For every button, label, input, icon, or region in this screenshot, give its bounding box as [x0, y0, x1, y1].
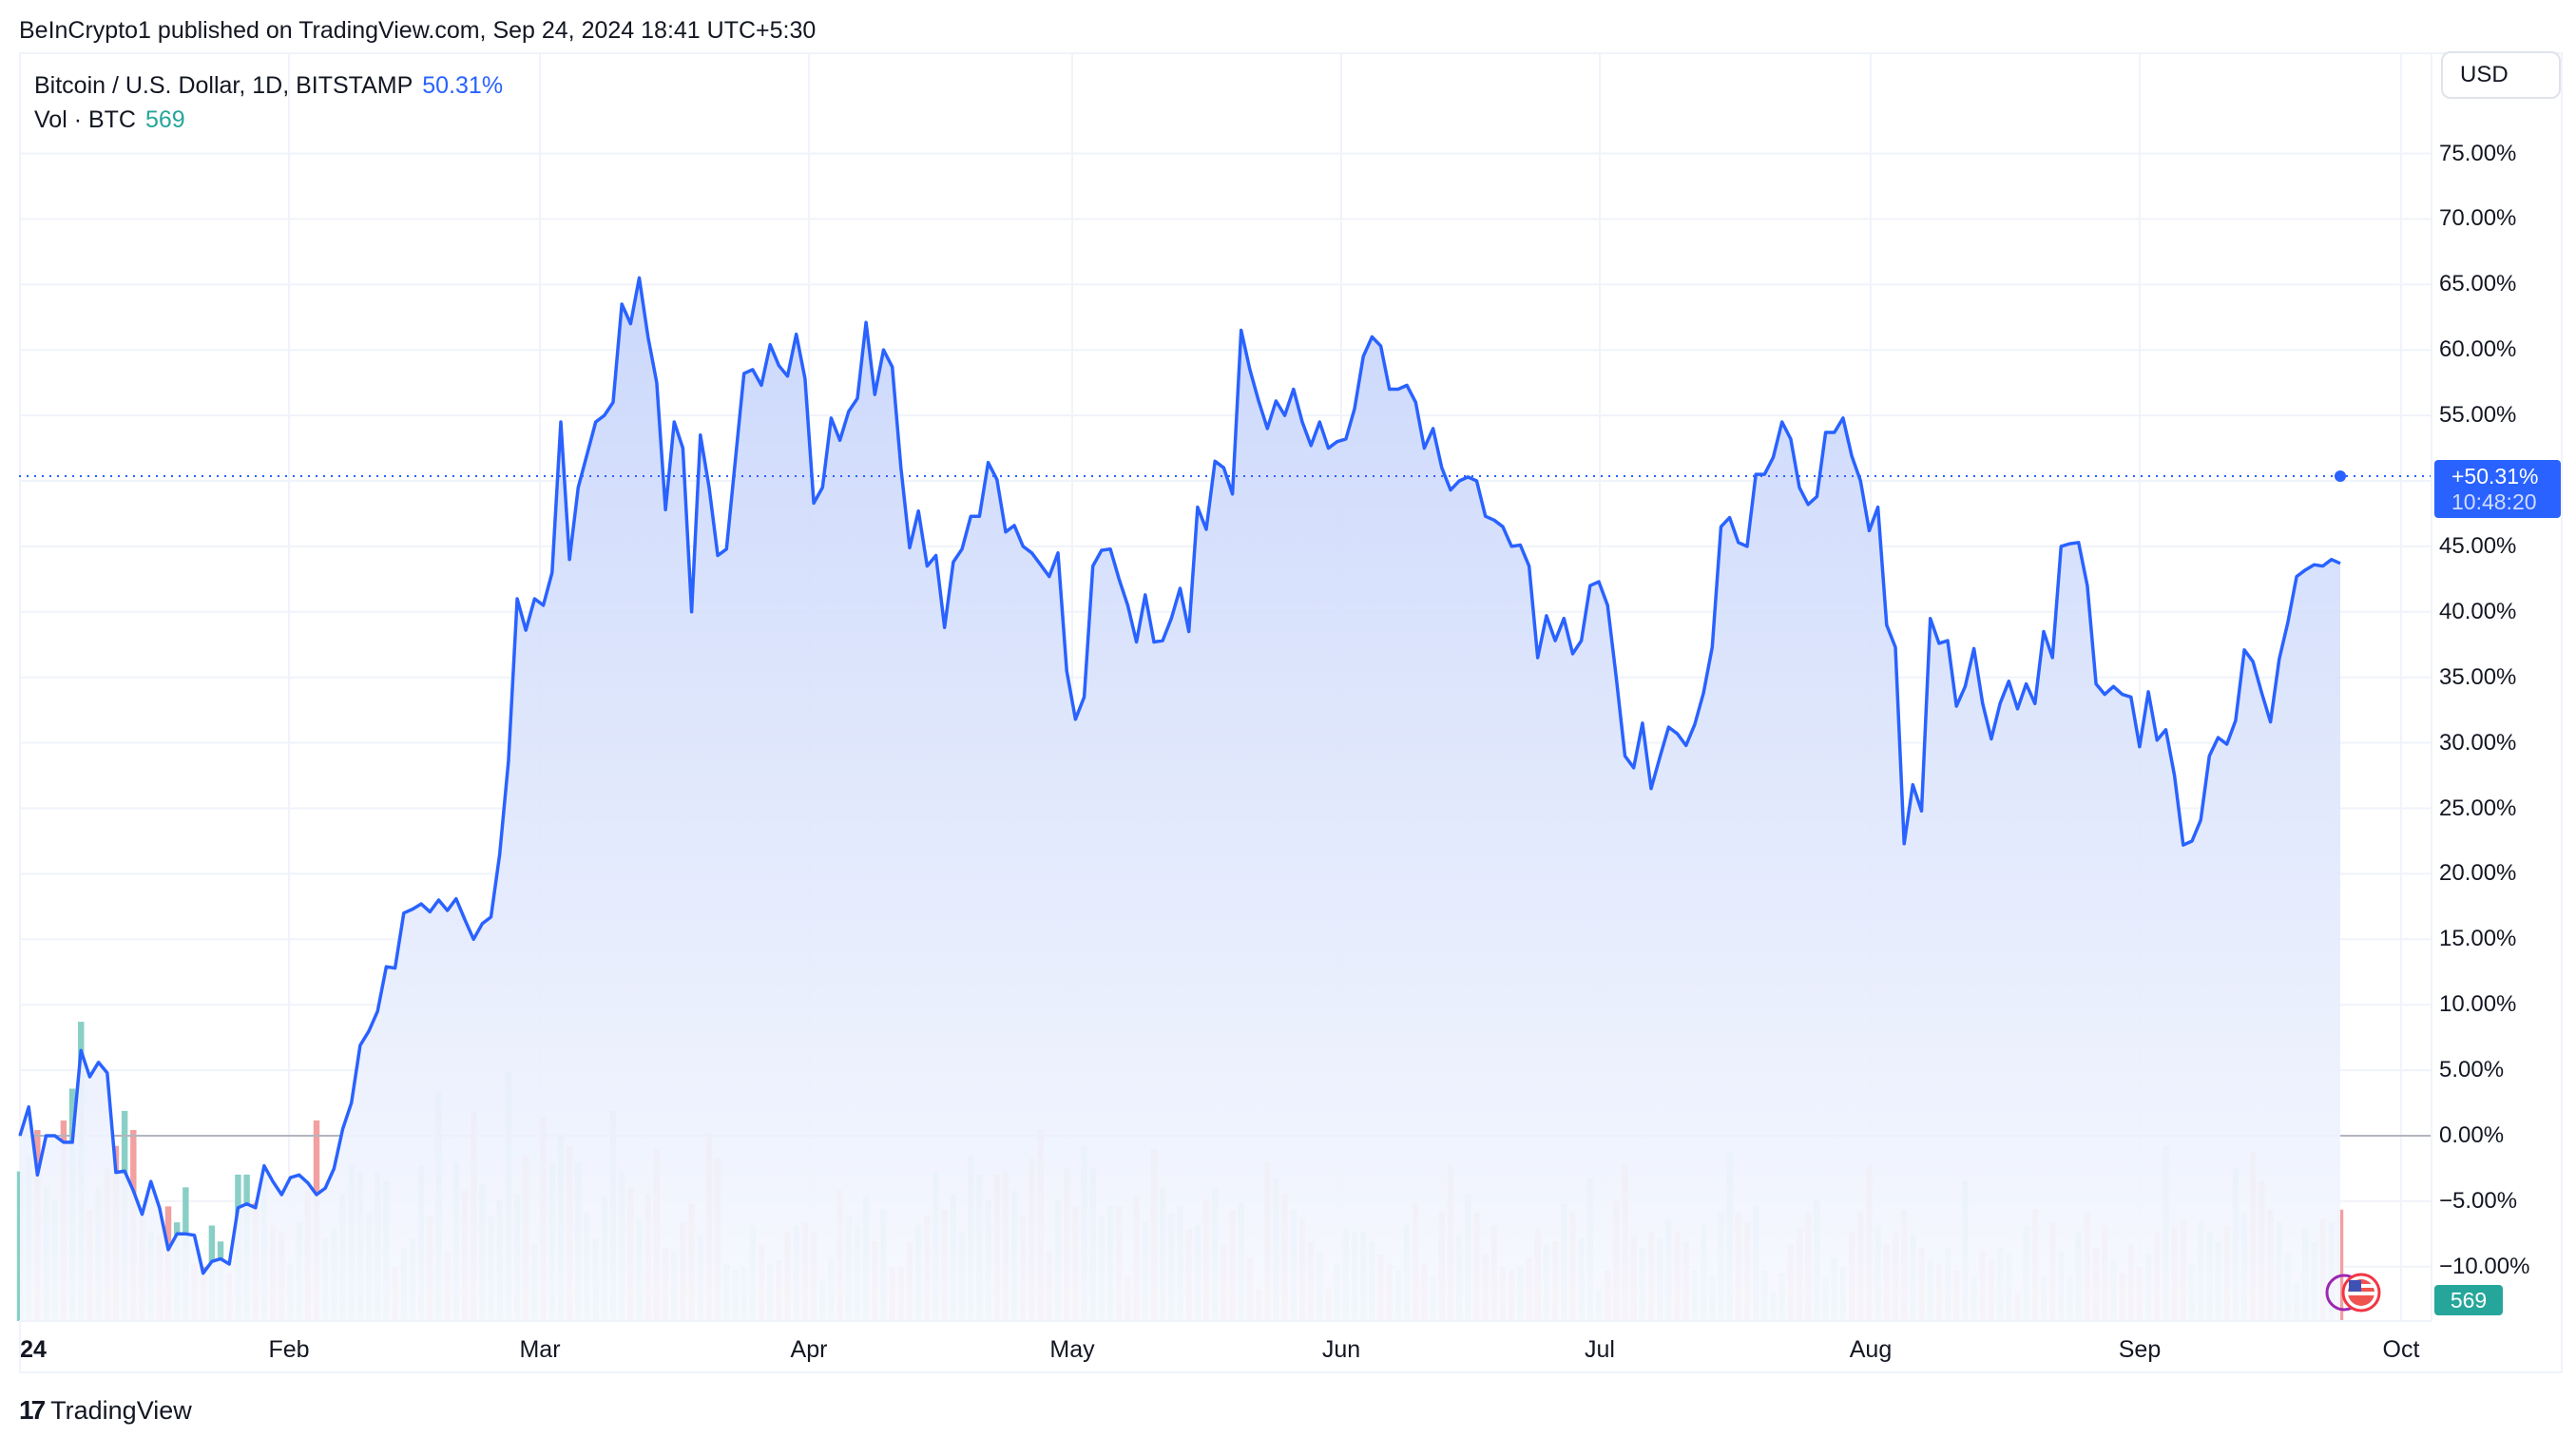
volume-legend-row[interactable]: Vol · BTC 569 [34, 103, 503, 137]
price-axis-label: 0.00% [2439, 1122, 2505, 1148]
price-axis-label: 30.00% [2439, 729, 2517, 756]
time-axis-label: May [1049, 1336, 1095, 1363]
economic-events-icons[interactable] [2323, 1271, 2390, 1314]
volume-title: Vol · BTC [34, 106, 136, 133]
chart-legend: Bitcoin / U.S. Dollar, 1D, BITSTAMP 50.31… [34, 68, 503, 137]
price-tag-value: +50.31% [2451, 464, 2539, 489]
time-axis-label: Jun [1321, 1336, 1361, 1363]
time-axis-label: Mar [519, 1336, 561, 1363]
price-axis-label: 10.00% [2439, 991, 2517, 1018]
time-axis-label: Sep [2118, 1336, 2162, 1363]
published-caption: BeInCrypto1 published on TradingView.com… [19, 17, 817, 44]
price-axis-label: 5.00% [2439, 1057, 2505, 1083]
chart-pane[interactable] [19, 52, 2563, 1373]
price-axis-label: 70.00% [2439, 205, 2517, 232]
price-axis-label: 60.00% [2439, 336, 2517, 363]
bar-countdown: 10:48:20 [2451, 489, 2537, 514]
price-axis-label: 55.00% [2439, 402, 2517, 429]
symbol-title: Bitcoin / U.S. Dollar, 1D, BITSTAMP [34, 72, 413, 99]
price-axis-label: 20.00% [2439, 860, 2517, 887]
symbol-value: 50.31% [422, 72, 504, 99]
price-axis-label: 65.00% [2439, 271, 2517, 297]
price-axis-label: 15.00% [2439, 926, 2517, 952]
time-axis-label: 24 [20, 1336, 47, 1363]
volume-tag: 569 [2434, 1285, 2503, 1315]
currency-button[interactable]: USD [2441, 51, 2561, 99]
symbol-legend-row[interactable]: Bitcoin / U.S. Dollar, 1D, BITSTAMP 50.31… [34, 68, 503, 103]
price-axis-label: −5.00% [2439, 1187, 2518, 1214]
time-axis-label: Apr [790, 1336, 828, 1363]
time-axis-label: Feb [268, 1336, 310, 1363]
time-axis-label: Aug [1849, 1336, 1893, 1363]
price-axis-label: −10.00% [2439, 1253, 2530, 1279]
price-axis-label: 45.00% [2439, 532, 2517, 559]
price-axis-label: 25.00% [2439, 795, 2517, 821]
volume-value: 569 [144, 106, 185, 133]
area-fill [20, 278, 2340, 1321]
current-price-tag: +50.31% 10:48:20 [2434, 460, 2561, 518]
price-line [18, 276, 2341, 1275]
price-axis-label: 35.00% [2439, 663, 2517, 690]
price-axis-label: 40.00% [2439, 598, 2517, 624]
time-axis-label: Oct [2382, 1336, 2420, 1363]
tradingview-logo-icon: 17 [19, 1395, 46, 1425]
last-point-dot [2335, 470, 2346, 482]
price-axis-label: 75.00% [2439, 140, 2517, 166]
tradingview-logo[interactable]: 17 TradingView [19, 1395, 192, 1426]
time-axis-label: Jul [1585, 1336, 1615, 1363]
tradingview-logo-text: TradingView [50, 1395, 192, 1425]
